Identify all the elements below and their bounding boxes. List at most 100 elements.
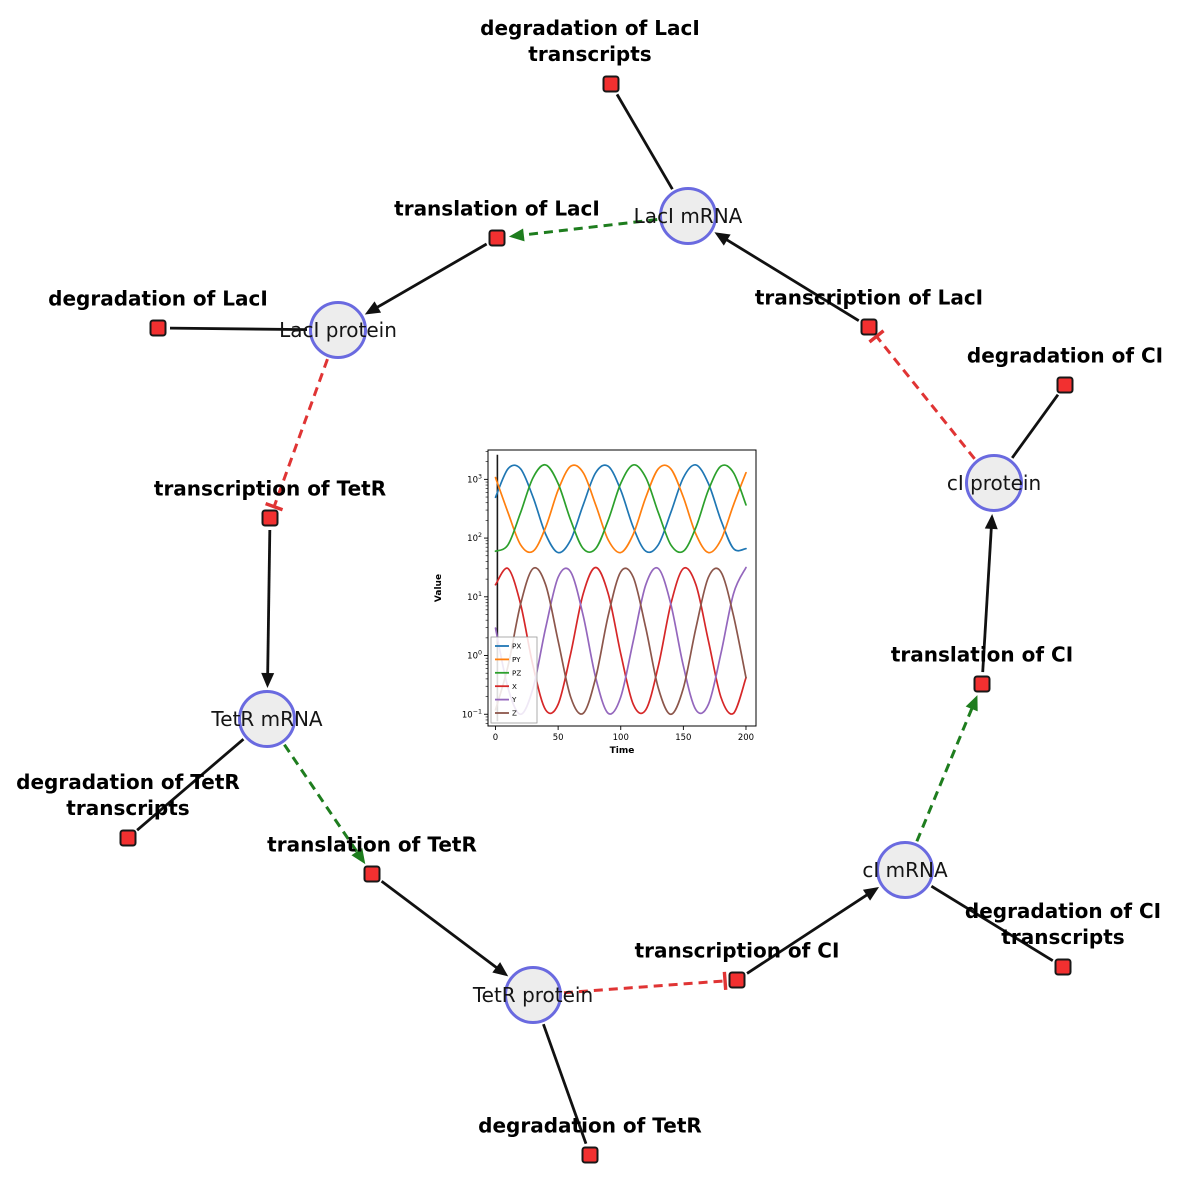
edge-laci_mrna-deg_laci_transcripts xyxy=(615,93,674,190)
edge-translation_tetr-tetr_protein xyxy=(380,880,509,977)
reaction-label-transcription_ci: transcription of CI xyxy=(635,938,840,964)
reaction-label-transcription_laci: transcription of LacI xyxy=(755,285,983,311)
reaction-label-deg_laci: degradation of LacI xyxy=(48,286,268,312)
inhibition-bar-icon xyxy=(722,971,728,990)
edge-laci_protein-deg_laci xyxy=(169,326,308,332)
x-axis-label: Time xyxy=(610,746,635,756)
svg-text:50: 50 xyxy=(553,733,564,743)
reaction-label-line: degradation of TetR xyxy=(478,1113,702,1138)
arrowhead-icon xyxy=(351,848,366,865)
species-label-laci_mrna: LacI mRNA xyxy=(633,204,743,228)
reaction-label-line: degradation of TetR xyxy=(16,770,240,795)
svg-text:150: 150 xyxy=(675,733,691,743)
legend-entry-Y: Y xyxy=(511,695,517,704)
reaction-label-line: translation of TetR xyxy=(267,832,477,857)
species-label-ci_mrna: cI mRNA xyxy=(862,858,948,882)
reaction-label-line: transcripts xyxy=(528,42,652,67)
arrowhead-icon xyxy=(984,513,998,530)
reaction-node-deg_laci[interactable] xyxy=(149,319,167,337)
reaction-label-line: transcripts xyxy=(66,796,190,821)
reaction-label-line: degradation of CI xyxy=(964,899,1162,924)
reaction-label-line: transcripts xyxy=(1001,925,1125,950)
edge-tetr_mrna-translation_tetr xyxy=(283,743,366,865)
reaction-label-transcription_tetr: transcription of TetR xyxy=(154,476,386,502)
arrowhead-icon xyxy=(508,228,525,242)
reaction-label-line: degradation of LacI xyxy=(48,286,268,311)
legend-entry-PY: PY xyxy=(512,655,521,664)
species-node-tetr_mrna[interactable] xyxy=(238,690,296,748)
edge-tetr_protein-transcription_ci xyxy=(563,971,728,995)
edge-laci_protein-transcription_tetr xyxy=(265,358,329,512)
edge-ci_mrna-translation_ci xyxy=(915,695,978,842)
reaction-node-deg_tetr_transcripts[interactable] xyxy=(119,829,137,847)
species-label-tetr_protein: TetR protein xyxy=(472,983,594,1007)
species-node-ci_mrna[interactable] xyxy=(876,841,934,899)
y-axis-label: Value xyxy=(434,574,444,602)
inset-chart-svg: 0 50 100 150 20010−1100101102103TimeValuePXP… xyxy=(428,440,768,760)
edge-ci_protein-transcription_laci xyxy=(868,329,976,460)
svg-text:0: 0 xyxy=(493,733,498,743)
reaction-label-deg_ci_transcripts: degradation of CI transcripts xyxy=(965,898,1161,951)
edge-translation_laci-laci_protein xyxy=(364,242,488,315)
arrowhead-icon xyxy=(862,886,880,901)
species-node-laci_mrna[interactable] xyxy=(659,187,717,245)
reaction-node-transcription_tetr[interactable] xyxy=(261,509,279,527)
legend-entry-PX: PX xyxy=(512,642,521,651)
chart-legend: PX PY PZ XYZ xyxy=(490,636,538,724)
reaction-node-translation_tetr[interactable] xyxy=(363,865,381,883)
species-node-ci_protein[interactable] xyxy=(965,454,1023,512)
arrowhead-icon xyxy=(364,301,382,315)
arrowhead-icon xyxy=(714,232,731,246)
reaction-label-line: degradation of CI xyxy=(966,343,1164,368)
inhibition-bar-icon xyxy=(265,502,284,512)
reaction-label-line: translation of CI xyxy=(890,642,1074,667)
arrowhead-icon xyxy=(492,962,509,977)
legend-entry-Z: Z xyxy=(512,709,517,718)
legend-entry-X: X xyxy=(512,682,517,691)
legend-entry-PZ: PZ xyxy=(512,668,521,677)
reaction-node-transcription_ci[interactable] xyxy=(728,971,746,989)
species-label-laci_protein: LacI protein xyxy=(279,318,397,342)
edge-ci_protein-deg_ci xyxy=(1011,393,1060,459)
edge-tetr_mrna-deg_tetr_transcripts xyxy=(136,738,245,832)
edge-transcription_laci-laci_mrna xyxy=(714,232,860,322)
svg-text:100: 100 xyxy=(613,733,629,743)
reaction-node-transcription_laci[interactable] xyxy=(860,318,878,336)
reaction-node-deg_tetr[interactable] xyxy=(581,1146,599,1164)
reaction-label-deg_tetr_transcripts: degradation of TetR transcripts xyxy=(16,769,240,822)
edge-ci_mrna-deg_ci_transcripts xyxy=(930,885,1054,962)
reaction-node-deg_ci_transcripts[interactable] xyxy=(1054,958,1072,976)
edge-laci_mrna-translation_laci xyxy=(508,218,658,242)
simulation-inset-chart: 0 50 100 150 200 10−1 100 101 102 103 Time Value PX P… xyxy=(428,440,768,760)
reaction-label-translation_laci: translation of LacI xyxy=(394,196,600,222)
reaction-label-line: degradation of LacI xyxy=(480,16,700,41)
species-label-tetr_mrna: TetR mRNA xyxy=(211,707,323,731)
species-node-laci_protein[interactable] xyxy=(309,301,367,359)
reaction-label-line: transcription of CI xyxy=(634,938,840,963)
series-PX xyxy=(494,463,747,554)
reaction-label-translation_ci: translation of CI xyxy=(891,642,1073,668)
reaction-node-translation_laci[interactable] xyxy=(488,229,506,247)
edge-transcription_tetr-tetr_mrna xyxy=(261,529,275,689)
reaction-label-deg_tetr: degradation of TetR xyxy=(478,1113,702,1139)
series-Z xyxy=(494,566,747,716)
edge-transcription_ci-ci_mrna xyxy=(746,886,880,975)
species-node-tetr_protein[interactable] xyxy=(504,966,562,1024)
reaction-label-deg_ci: degradation of CI xyxy=(967,343,1163,369)
arrowhead-icon xyxy=(965,695,978,712)
reaction-node-translation_ci[interactable] xyxy=(973,675,991,693)
reaction-node-deg_ci[interactable] xyxy=(1056,376,1074,394)
reaction-label-line: translation of LacI xyxy=(394,196,600,221)
reaction-label-translation_tetr: translation of TetR xyxy=(267,832,477,858)
reaction-label-line: transcription of TetR xyxy=(153,476,387,501)
series-PZ xyxy=(494,463,747,554)
reaction-label-line: transcription of LacI xyxy=(754,285,984,310)
series-PY xyxy=(494,464,747,554)
reaction-label-deg_laci_transcripts: degradation of LacI transcripts xyxy=(480,15,700,68)
edge-tetr_protein-deg_tetr xyxy=(542,1023,588,1145)
reaction-node-deg_laci_transcripts[interactable] xyxy=(602,75,620,93)
species-label-ci_protein: cI protein xyxy=(946,471,1042,495)
